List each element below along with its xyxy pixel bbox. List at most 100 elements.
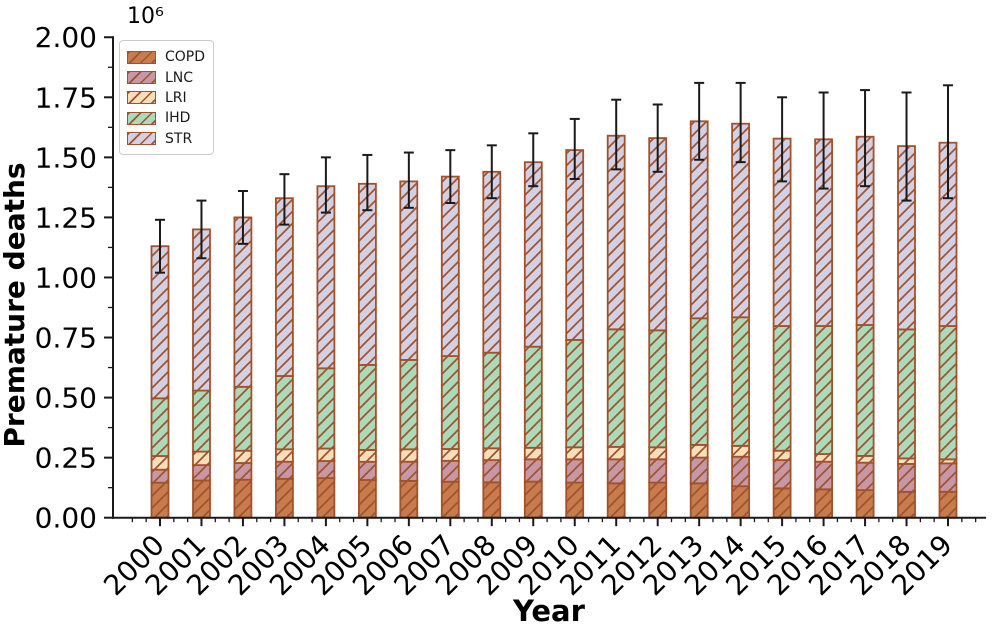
errorbar-2002	[237, 189, 248, 245]
y-tick-label-1.50: 1.50	[35, 141, 97, 174]
bar-2004-lnc	[316, 460, 336, 480]
bar-2003-ihd	[274, 375, 294, 451]
bar-2019-copd	[938, 490, 958, 519]
legend-label-lri: LRI	[165, 89, 187, 106]
bar-2008-ihd	[482, 351, 502, 450]
bar-2009-copd	[523, 480, 543, 519]
errorbar-2006	[403, 151, 414, 209]
legend-item-lri: LRI	[127, 88, 205, 108]
legend-label-copd: COPD	[165, 49, 206, 66]
bar-2006-copd	[399, 479, 419, 519]
legend-swatch-lri-icon	[127, 91, 156, 105]
bar-2009-ihd	[523, 345, 543, 449]
bar-2009-str	[523, 161, 543, 348]
bar-2014-lri	[731, 444, 750, 458]
bar-2001-ihd	[192, 389, 211, 453]
bar-2011-lri	[606, 445, 626, 461]
bar-2000-lri	[150, 455, 170, 471]
bar-2005-ihd	[357, 363, 377, 451]
errorbar-2008	[486, 144, 497, 200]
errorbar-2013	[694, 81, 705, 161]
bar-2006-lnc	[399, 460, 419, 482]
y-tick-label-1.00: 1.00	[35, 261, 97, 294]
bar-2014-ihd	[731, 316, 750, 447]
bar-2010-copd	[565, 481, 585, 519]
bar-2002-copd	[233, 478, 253, 519]
bar-2014-lnc	[731, 455, 750, 488]
bar-2004-copd	[316, 477, 336, 519]
bar-2003-lnc	[274, 460, 294, 480]
bar-2000-copd	[150, 481, 170, 519]
bar-2013-ihd	[689, 317, 709, 446]
errorbar-2004	[320, 156, 331, 214]
bar-2011-lnc	[606, 458, 626, 485]
bar-2011-ihd	[606, 328, 626, 448]
bar-2013-lri	[689, 443, 709, 459]
bar-2005-copd	[357, 479, 377, 519]
errorbar-2019	[943, 84, 954, 200]
bar-2011-copd	[606, 482, 626, 519]
bar-2012-copd	[648, 481, 668, 519]
bar-2006-lri	[399, 448, 419, 463]
bar-2002-lnc	[233, 461, 253, 481]
legend-label-ihd: IHD	[165, 110, 191, 127]
bar-2017-copd	[855, 489, 875, 519]
bar-2019-ihd	[938, 325, 958, 461]
y-tick-label-1.75: 1.75	[35, 81, 97, 114]
legend-label-lnc: LNC	[165, 69, 194, 86]
bar-2003-copd	[274, 477, 294, 519]
bar-2003-lri	[274, 448, 294, 463]
bar-2015-lri	[772, 449, 792, 462]
bar-2001-copd	[192, 479, 211, 519]
legend-swatch-lnc-icon	[127, 71, 156, 85]
legend-swatch-str-icon	[127, 132, 156, 146]
bar-2002-lri	[233, 449, 253, 464]
bar-2018-ihd	[897, 328, 916, 460]
bar-2015-copd	[772, 487, 792, 519]
errorbar-2012	[652, 103, 663, 173]
legend-item-lnc: LNC	[127, 67, 205, 87]
errorbar-2010	[569, 117, 580, 180]
bar-2009-lnc	[523, 458, 543, 483]
bar-2008-lri	[482, 447, 502, 461]
errorbar-2003	[279, 173, 290, 226]
bar-2007-copd	[440, 480, 460, 519]
bar-2018-lnc	[897, 462, 916, 493]
errorbar-2017	[860, 89, 871, 188]
bar-2014-copd	[731, 485, 750, 519]
bar-2009-lri	[523, 446, 543, 461]
y-tick-label-2.00: 2.00	[35, 21, 97, 54]
bar-2001-lri	[192, 450, 211, 467]
legend-swatch-copd-icon	[127, 50, 156, 64]
errorbar-2001	[196, 199, 207, 260]
bar-2016-lnc	[814, 460, 833, 491]
legend: COPD LNC LRI IHD STR	[119, 40, 214, 155]
bar-2000-lnc	[150, 468, 170, 484]
bar-2017-ihd	[855, 324, 875, 457]
bar-2017-lri	[855, 455, 875, 464]
y-tick-label-0.00: 0.00	[35, 502, 97, 535]
errorbar-2014	[735, 81, 746, 164]
bar-2006-ihd	[399, 358, 419, 451]
y-tick-label-0.25: 0.25	[35, 442, 97, 475]
errorbar-2007	[445, 149, 456, 204]
bar-2013-lnc	[689, 456, 709, 485]
x-axis-title: Year	[513, 594, 585, 628]
legend-item-str: STR	[127, 129, 205, 149]
errorbar-2016	[818, 91, 829, 190]
bar-2010-lri	[565, 446, 585, 461]
bar-2001-lnc	[192, 464, 211, 482]
bar-2005-lnc	[357, 460, 377, 481]
bar-2015-lnc	[772, 459, 792, 490]
bar-2019-lnc	[938, 462, 958, 493]
bar-2010-ihd	[565, 338, 585, 449]
errorbar-2015	[777, 96, 788, 183]
bar-2000-ihd	[150, 397, 170, 457]
y-tick-label-1.25: 1.25	[35, 201, 97, 234]
y-tick-label-0.75: 0.75	[35, 322, 97, 355]
errorbar-2009	[528, 132, 539, 188]
legend-label-str: STR	[165, 130, 193, 147]
bar-2012-lnc	[648, 458, 668, 484]
